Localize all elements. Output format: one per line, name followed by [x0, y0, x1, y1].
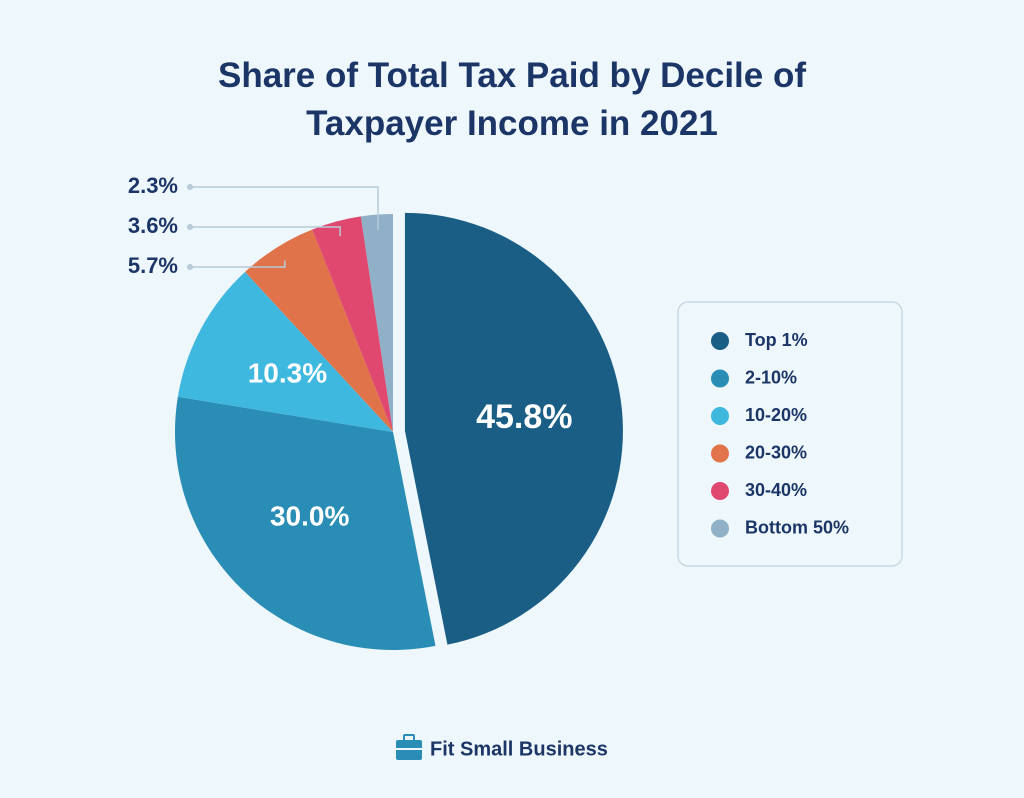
- legend-label: 2-10%: [745, 367, 797, 387]
- pie-slice: [360, 214, 393, 432]
- legend-swatch: [711, 482, 729, 500]
- value-label: 5.7%: [128, 253, 178, 278]
- legend-label: 20-30%: [745, 442, 807, 462]
- legend-label: Top 1%: [745, 330, 808, 350]
- value-label: 3.6%: [128, 213, 178, 238]
- pie-slice: [404, 212, 623, 645]
- value-label: 45.8%: [476, 398, 572, 436]
- leader-line: [190, 226, 341, 237]
- legend-swatch: [711, 519, 729, 538]
- legend-swatch: [711, 444, 729, 463]
- pie-slice: [177, 271, 393, 432]
- legend-swatch: [711, 369, 729, 388]
- legend-label: 30-40%: [745, 480, 807, 500]
- brand-icon: [396, 734, 422, 760]
- pie-slice: [245, 229, 393, 432]
- legend-label: 10-20%: [745, 405, 807, 425]
- pie-slice: [175, 396, 436, 650]
- pie-slice: [312, 216, 393, 432]
- value-label: 10.3%: [248, 358, 327, 389]
- leader-line: [190, 260, 286, 268]
- leader-dot: [187, 224, 193, 230]
- value-label: 2.3%: [128, 173, 178, 198]
- legend-swatch: [711, 332, 729, 350]
- brand: Fit Small Business: [430, 738, 608, 760]
- leader-dot: [187, 264, 193, 270]
- legend-swatch: [711, 407, 729, 425]
- chart-title: Share of Total Tax Paid by Decile of Tax…: [217, 56, 806, 143]
- leader-dot: [187, 184, 193, 190]
- legend-label: Bottom 50%: [745, 517, 849, 537]
- leader-line: [190, 186, 379, 230]
- value-label: 30.0%: [270, 501, 349, 532]
- legend-box: [677, 301, 903, 567]
